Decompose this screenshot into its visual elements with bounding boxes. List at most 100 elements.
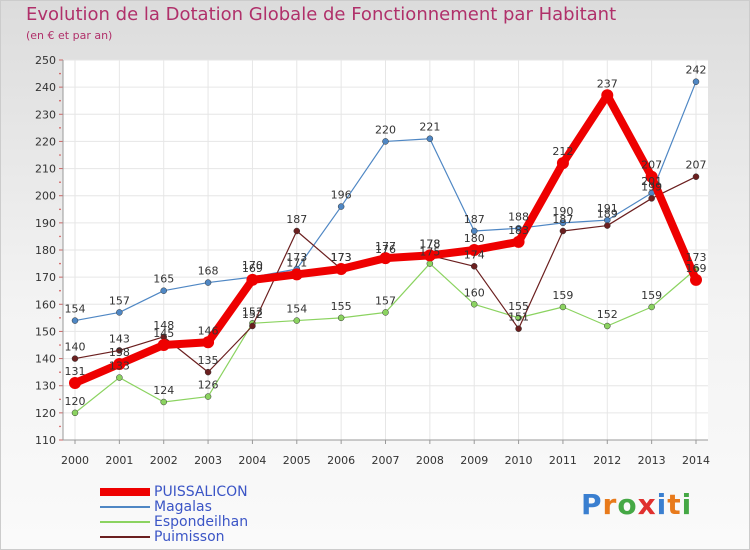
data-point: [690, 273, 702, 286]
y-tick-label: 200: [35, 190, 56, 203]
data-point: [290, 268, 303, 281]
logo-letter: r: [602, 488, 618, 521]
x-tick-label: 2011: [549, 454, 577, 467]
x-tick-label: 2010: [505, 454, 533, 467]
x-tick-label: 2012: [593, 454, 621, 467]
logo-letter: o: [617, 488, 638, 521]
data-label: 165: [153, 273, 174, 286]
data-point: [470, 301, 478, 308]
data-point: [692, 78, 700, 85]
data-label: 191: [597, 202, 618, 215]
data-point: [426, 260, 434, 267]
data-label: 178: [419, 237, 440, 250]
data-point: [337, 314, 345, 322]
logo-letter: x: [637, 488, 657, 521]
data-label: 159: [641, 289, 662, 302]
data-label: 133: [109, 360, 130, 373]
data-label: 221: [419, 121, 440, 134]
y-minor-tick: [59, 344, 61, 346]
data-point: [648, 195, 655, 202]
data-label: 160: [464, 286, 485, 299]
x-tick-label: 2002: [150, 454, 178, 467]
y-tick-label: 160: [35, 298, 56, 311]
data-label: 157: [109, 294, 130, 307]
logo-letter: i: [656, 488, 668, 521]
data-label: 154: [65, 303, 86, 316]
data-point: [71, 355, 79, 362]
x-tick-label: 2014: [682, 454, 710, 467]
data-point: [204, 368, 212, 376]
y-minor-tick: [59, 317, 61, 319]
data-label: 151: [508, 311, 529, 324]
data-label: 242: [686, 64, 707, 77]
x-tick-label: 2006: [327, 454, 355, 467]
data-label: 120: [65, 395, 86, 408]
data-point: [382, 309, 389, 316]
data-label: 145: [153, 327, 174, 340]
data-label: 173: [286, 251, 307, 264]
data-label: 152: [242, 308, 263, 321]
data-point: [645, 170, 658, 183]
y-tick-label: 140: [35, 353, 56, 366]
y-minor-tick: [59, 289, 61, 292]
data-label: 138: [109, 346, 130, 359]
data-label: 174: [464, 248, 485, 261]
y-minor-tick: [59, 398, 61, 401]
y-minor-tick: [59, 425, 61, 428]
data-label: 187: [464, 213, 485, 226]
data-label: 190: [552, 205, 573, 218]
y-tick-label: 120: [35, 407, 56, 420]
data-label: 220: [375, 123, 396, 136]
data-label: 153: [242, 305, 263, 318]
data-label: 207: [641, 159, 662, 172]
legend-swatch: [100, 488, 150, 496]
data-point: [515, 325, 522, 332]
data-label: 148: [153, 319, 174, 332]
data-label: 152: [597, 308, 618, 321]
data-point: [293, 317, 301, 324]
data-label: 199: [641, 180, 662, 193]
y-tick-label: 230: [35, 108, 56, 121]
legend-swatch: [100, 521, 150, 523]
y-minor-tick: [59, 181, 61, 183]
data-point: [293, 227, 301, 235]
x-tick-label: 2000: [61, 454, 89, 467]
data-label: 177: [375, 240, 396, 253]
data-point: [116, 347, 123, 354]
data-label: 173: [331, 251, 352, 264]
data-label: 212: [552, 145, 573, 158]
data-label: 155: [331, 300, 352, 313]
legend-label: Magalas: [154, 499, 212, 515]
line-chart: 110 120 130 140 150 160 170 180 190 200 210 220 230 2…: [35, 54, 710, 467]
y-minor-tick: [59, 154, 61, 156]
data-label: 196: [331, 189, 352, 202]
proxiti-logo: Proxiti: [581, 488, 692, 521]
data-label: 155: [508, 300, 529, 313]
data-point: [204, 393, 212, 400]
data-label: 170: [242, 259, 263, 272]
data-label: 159: [552, 289, 573, 302]
x-tick-label: 2004: [238, 454, 266, 467]
x-tick-label: 2007: [372, 454, 400, 467]
data-point: [71, 409, 79, 417]
data-point: [113, 358, 126, 370]
data-label: 173: [686, 251, 707, 264]
data-point: [515, 225, 522, 232]
y-tick-label: 250: [35, 54, 56, 67]
logo-letter: P: [581, 488, 603, 521]
logo-letter: i: [681, 488, 693, 521]
data-label: 154: [286, 303, 307, 316]
data-label: 188: [508, 210, 529, 223]
data-point: [604, 222, 611, 229]
data-label: 131: [65, 365, 86, 378]
data-label: 180: [464, 232, 485, 245]
legend-swatch: [100, 506, 150, 508]
data-point: [515, 314, 522, 322]
x-tick-label: 2001: [105, 454, 133, 467]
data-point: [556, 157, 569, 170]
data-point: [116, 309, 123, 316]
data-label: 207: [686, 159, 707, 172]
data-point: [157, 339, 170, 351]
y-tick-label: 180: [35, 244, 56, 257]
y-tick-label: 220: [35, 135, 56, 148]
